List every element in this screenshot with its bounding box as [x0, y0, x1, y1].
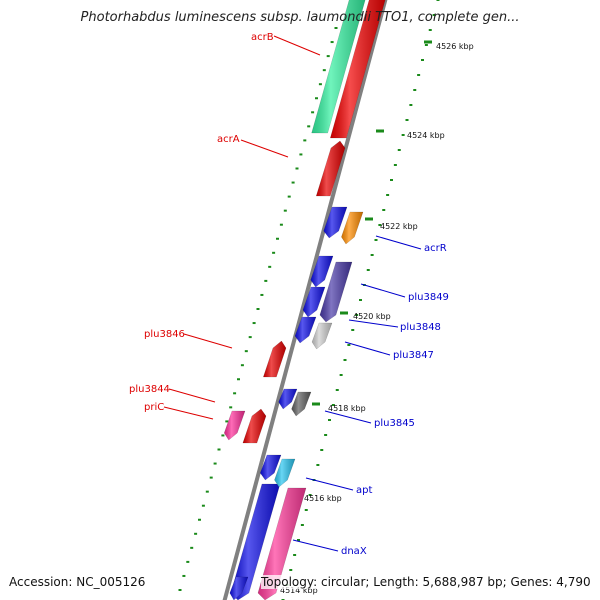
gene-plu3846-label: plu3846 [144, 329, 185, 340]
gene-arrow-acrR-feature-shade [341, 212, 363, 244]
gene-priC-leader [163, 406, 214, 420]
gene-acrB-leader [273, 35, 321, 56]
gene-arrow-plu3849-shade [310, 256, 333, 287]
gene-plu3845-label: plu3845 [374, 418, 415, 429]
gene-arrow-bottom-shade [229, 577, 248, 600]
gene-arrow-apt-shade [260, 455, 281, 480]
accession-label: Accession: NC_005126 [9, 575, 146, 589]
gene-dnaX-leader [292, 539, 339, 552]
gene-arrow-plu3847-shade [295, 317, 316, 343]
gene-arrow-acrB-shade [330, 0, 386, 138]
gene-arrow-acrA-shade [316, 141, 345, 196]
gene-arrow-plu3845-shade [278, 389, 297, 409]
genome-backbone [222, 0, 388, 600]
genome-summary: Topology: circular; Length: 5,688,987 bp… [261, 575, 591, 589]
gene-acrA-label: acrA [217, 134, 240, 145]
gene-acrB-label: acrB [251, 32, 274, 43]
gene-arrow-apt-feature-shade [274, 459, 295, 487]
gene-arrow-plu3849-feature-shade [319, 262, 352, 322]
gene-priC-label: priC [144, 402, 164, 413]
gene-arrow-dnaX-shade [230, 484, 280, 600]
gene-arrow-plu3846-shade [263, 341, 286, 377]
gene-arrow-plu3847-feature-shade [312, 323, 332, 349]
gene-plu3848-label: plu3848 [400, 322, 441, 333]
gene-plu3849-leader [360, 283, 406, 298]
gene-plu3846-leader [183, 333, 233, 349]
gene-plu3847-leader [344, 341, 391, 356]
gene-plu3844-leader [168, 388, 216, 403]
gene-arrow-acrR-shade [323, 207, 347, 238]
scale-label: 4522 kbp [380, 222, 418, 231]
gene-plu3848-leader [348, 319, 399, 328]
gene-arrow-acrB-feature-shade [311, 0, 366, 133]
gene-acrR-label: acrR [424, 243, 447, 254]
scale-label: 4516 kbp [304, 494, 342, 503]
gene-arrow-plu3848-shade [302, 287, 325, 317]
gene-arrow-plu3844-shade [224, 411, 245, 440]
genome-title: Photorhabdus luminescens subsp. laumondi… [80, 10, 520, 25]
gene-acrA-leader [240, 139, 289, 158]
gene-apt-leader [305, 477, 354, 491]
gene-plu3847-label: plu3847 [393, 350, 434, 361]
gene-arrow-dnaX-feature-shade [257, 488, 306, 600]
gene-arrow-plu3845-feature-shade [291, 392, 311, 416]
scale-label: 4524 kbp [407, 131, 445, 140]
gene-acrR-leader [375, 235, 422, 250]
scale-label: 4526 kbp [436, 42, 474, 51]
gene-plu3849-label: plu3849 [408, 292, 449, 303]
scale-label: 4520 kbp [353, 312, 391, 321]
gene-apt-label: apt [356, 485, 372, 496]
scale-label: 4518 kbp [328, 404, 366, 413]
gene-dnaX-label: dnaX [341, 546, 367, 557]
scale-label: 4514 kbp [280, 586, 318, 595]
gene-plu3845-leader [324, 410, 372, 424]
gene-arrow-priC-shade [242, 409, 266, 443]
gene-plu3844-label: plu3844 [129, 384, 170, 395]
